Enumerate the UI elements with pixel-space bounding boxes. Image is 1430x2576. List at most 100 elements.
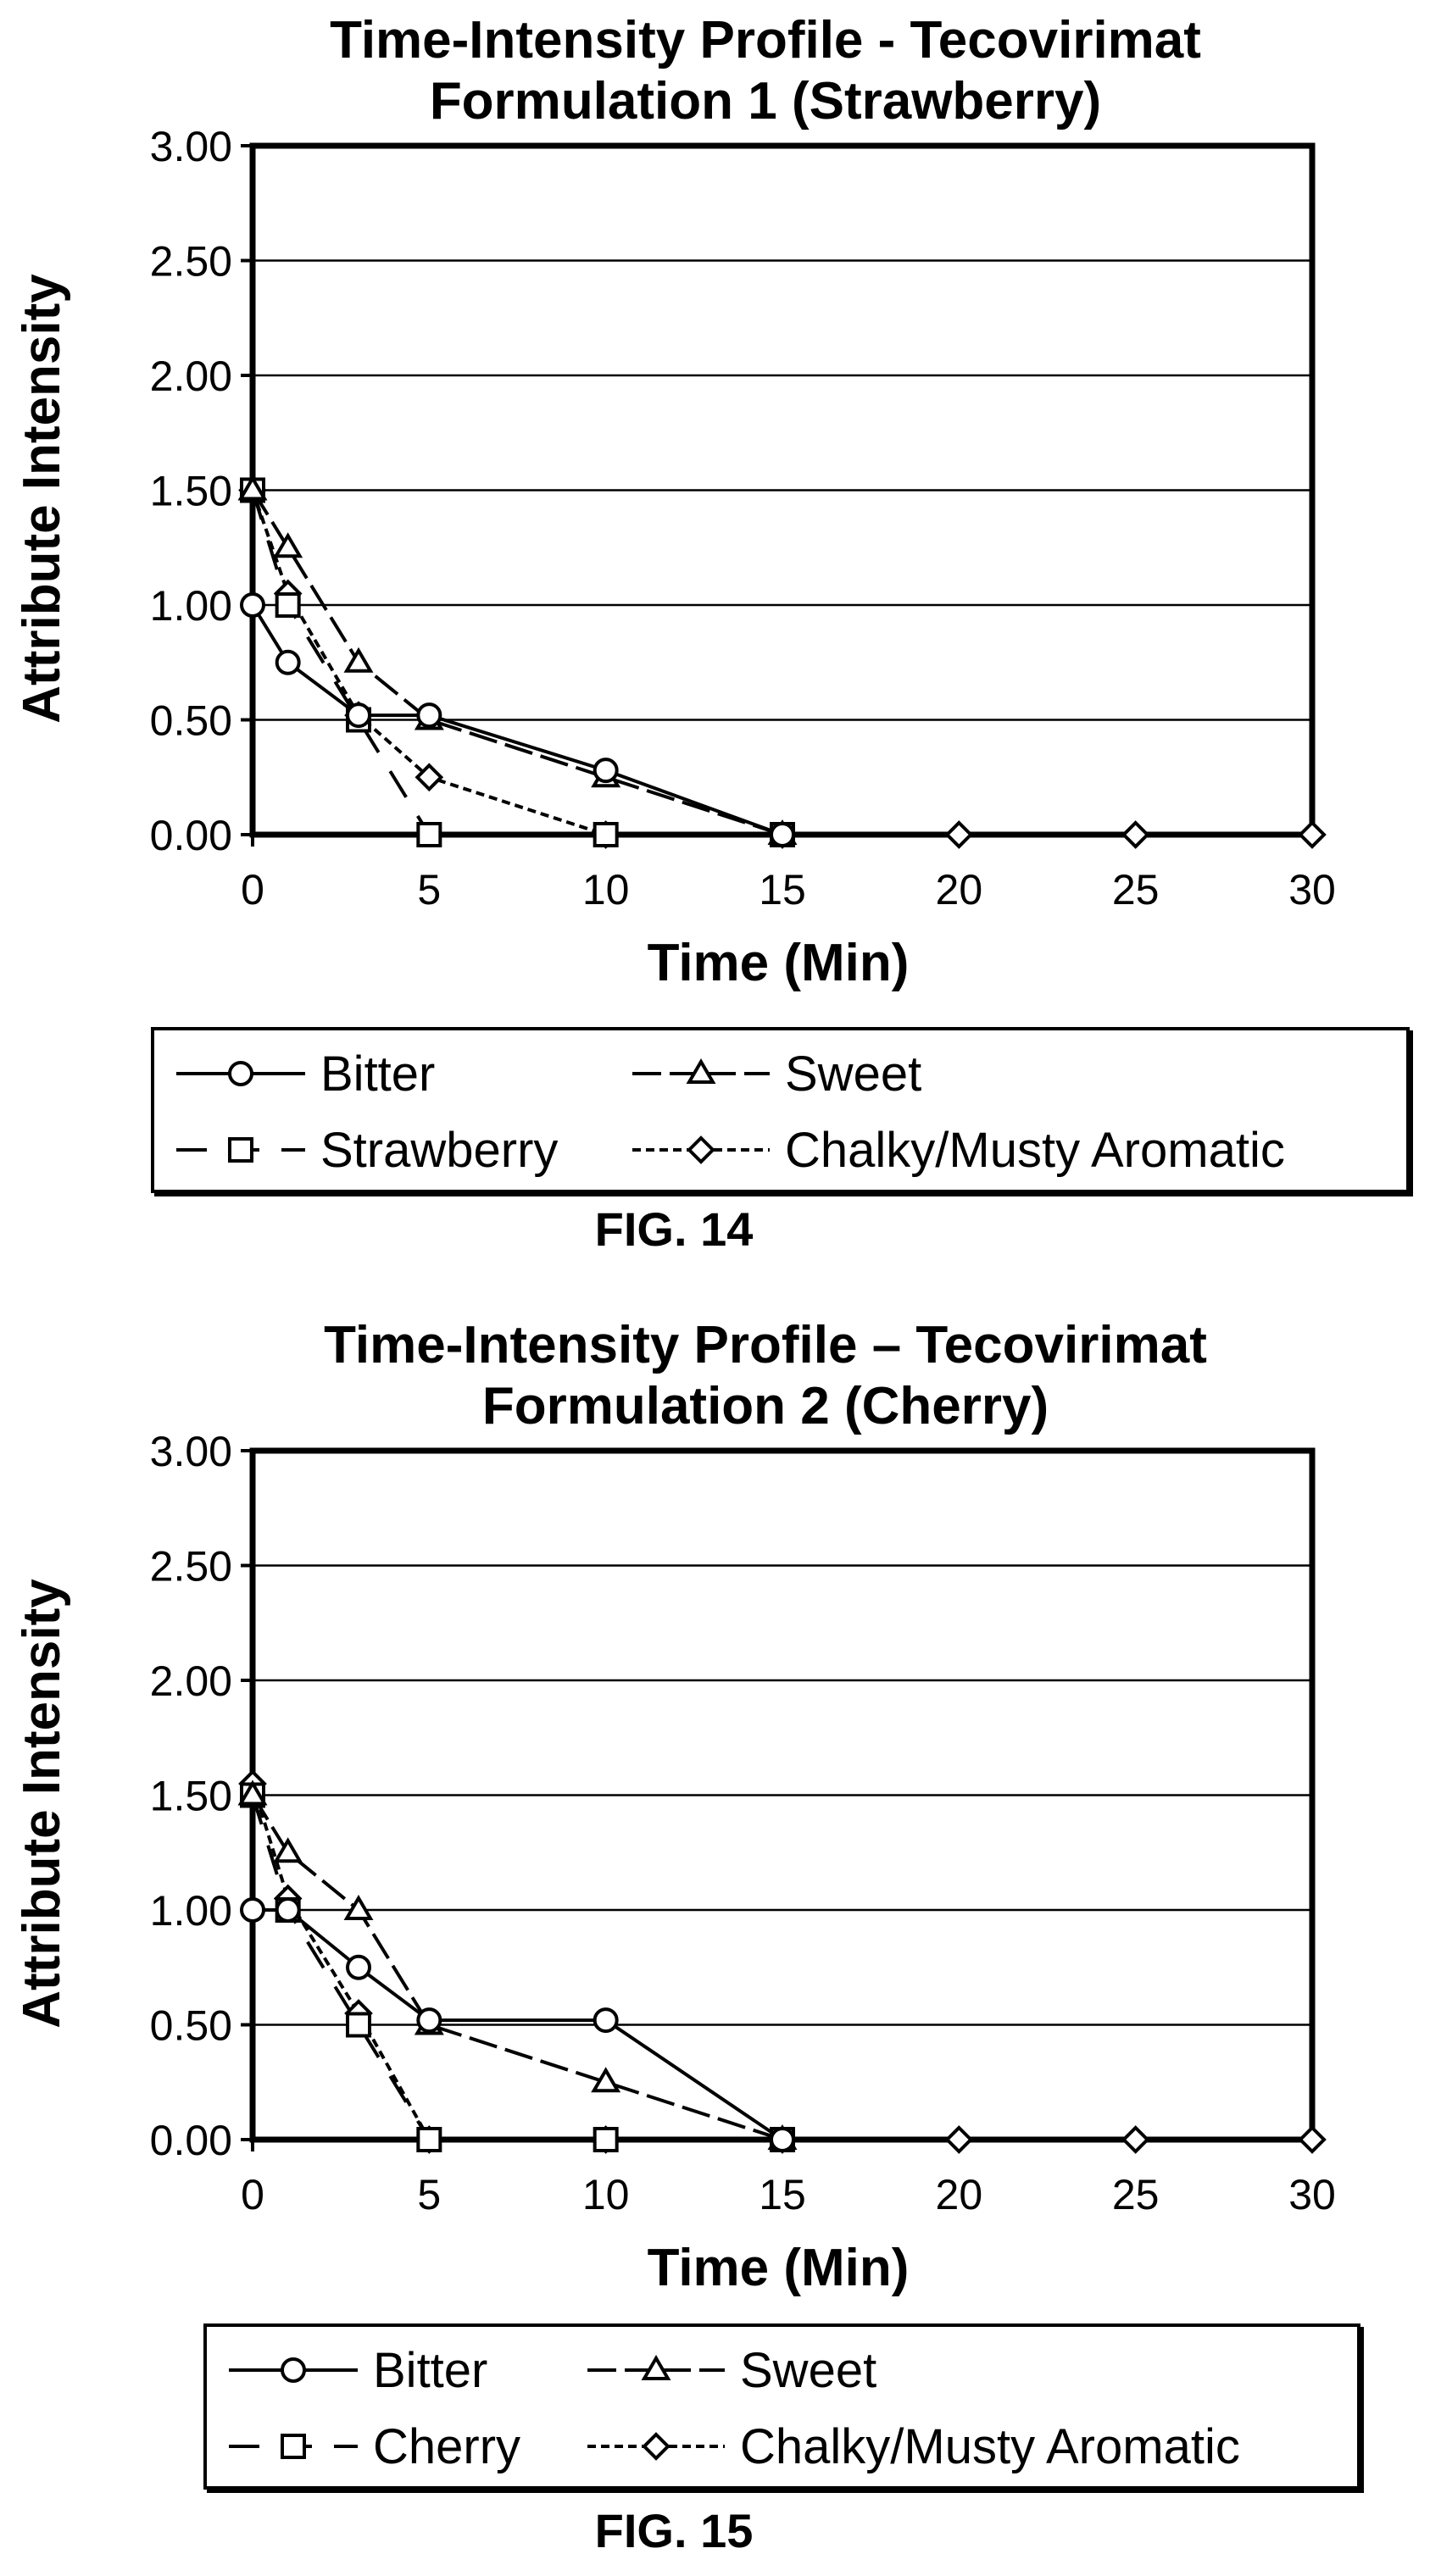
series-line-diamond xyxy=(251,1783,1312,2141)
y-tick-label: 0.00 xyxy=(150,812,232,859)
chart-fig-14: Time-Intensity Profile - TecovirimatForm… xyxy=(13,11,1336,992)
data-point-circle xyxy=(240,1897,265,1923)
legend-swatch-circle xyxy=(176,1061,305,1086)
data-point-circle xyxy=(770,2127,795,2152)
data-point-circle xyxy=(593,2007,619,2034)
series-line-diamond xyxy=(251,489,1312,836)
data-point-diamond xyxy=(1121,820,1150,849)
y-tick-label: 2.00 xyxy=(150,353,232,400)
x-tick-label: 0 xyxy=(241,866,264,913)
y-tick-label: 1.50 xyxy=(150,1773,232,1820)
y-tick-label: 1.00 xyxy=(150,1887,232,1935)
x-axis-label: Time (Min) xyxy=(648,934,910,992)
legend-label: Cherry xyxy=(373,2418,521,2474)
y-tick-label: 0.50 xyxy=(150,697,232,745)
data-point-circle xyxy=(593,758,619,784)
x-tick-label: 15 xyxy=(759,2171,806,2218)
legend-swatch-square xyxy=(229,2434,358,2459)
legend-label: Sweet xyxy=(785,1046,922,1102)
y-tick-label: 0.00 xyxy=(150,2117,232,2164)
data-point-square xyxy=(416,822,442,847)
x-tick-label: 25 xyxy=(1112,2171,1160,2218)
legend-label: Chalky/Musty Aromatic xyxy=(740,2418,1240,2474)
data-point-diamond xyxy=(1298,2125,1327,2154)
x-tick-label: 10 xyxy=(582,866,630,913)
data-point-diamond xyxy=(1121,2125,1150,2154)
chart-legend: Bitter Sweet Strawberry Chalky/Musty Aro… xyxy=(151,1027,1410,1193)
legend-entry-strawberry: Strawberry xyxy=(173,1120,558,1180)
data-point-diamond xyxy=(944,820,974,849)
legend-entry-chalky-musty-aromatic: Chalky/Musty Aromatic xyxy=(629,1120,1285,1180)
data-point-diamond xyxy=(944,2125,974,2154)
y-tick-label: 2.50 xyxy=(150,238,232,286)
legend-swatch-circle xyxy=(229,2357,358,2383)
series-line-square xyxy=(251,1794,782,2141)
legend-swatch-diamond xyxy=(632,1135,770,1164)
chart-panel-fig-14: Time-Intensity Profile - Tecovirimat Form… xyxy=(0,0,1430,1271)
x-axis-label: Time (Min) xyxy=(648,2239,910,2297)
legend-swatch-diamond xyxy=(587,2432,725,2461)
legend-entry-bitter: Bitter xyxy=(173,1044,435,1103)
x-tick-label: 5 xyxy=(417,2171,441,2218)
data-point-triangle xyxy=(237,1779,268,1806)
y-tick-label: 2.00 xyxy=(150,1657,232,1705)
data-point-circle xyxy=(416,702,442,729)
data-point-triangle xyxy=(591,2067,621,2093)
figure-label: FIG. 15 xyxy=(594,2504,754,2557)
legend-entry-sweet: Sweet xyxy=(629,1044,921,1103)
x-tick-label: 30 xyxy=(1288,866,1336,913)
data-point-diamond xyxy=(415,763,444,792)
series-line-triangle xyxy=(251,489,783,836)
y-tick-label: 3.00 xyxy=(150,1428,232,1475)
data-point-triangle xyxy=(273,1837,303,1863)
chart-legend: Bitter Sweet Cherry Chalky/Musty Aromati… xyxy=(203,2323,1360,2490)
data-point-circle xyxy=(346,1954,371,1980)
legend-entry-sweet: Sweet xyxy=(584,2340,876,2400)
x-tick-label: 10 xyxy=(582,2171,630,2218)
series-line-square xyxy=(251,489,782,836)
y-tick-label: 3.00 xyxy=(150,123,232,170)
data-point-circle xyxy=(346,702,371,729)
legend-label: Bitter xyxy=(320,1046,436,1102)
x-tick-label: 20 xyxy=(936,2171,983,2218)
data-point-triangle xyxy=(273,532,303,558)
y-axis-label: Attribute Intensity xyxy=(13,274,71,724)
data-point-square xyxy=(593,822,619,847)
legend-entry-cherry: Cherry xyxy=(225,2417,520,2476)
x-tick-label: 5 xyxy=(417,866,441,913)
y-tick-label: 0.50 xyxy=(150,2002,232,2050)
chart-title-line: Formulation 2 (Cherry) xyxy=(482,1377,1049,1435)
data-point-square xyxy=(346,2012,371,2038)
y-tick-label: 1.00 xyxy=(150,582,232,630)
data-point-circle xyxy=(275,649,301,675)
chart-title-line: Time-Intensity Profile – Tecovirimat xyxy=(324,1316,1207,1374)
data-point-circle xyxy=(275,1897,301,1923)
chart-title-line: Time-Intensity Profile - Tecovirimat xyxy=(330,11,1201,69)
legend-swatch-triangle xyxy=(587,2355,725,2380)
legend-label: Chalky/Musty Aromatic xyxy=(785,1122,1285,1178)
data-point-diamond xyxy=(1298,820,1327,849)
data-point-circle xyxy=(416,2007,442,2034)
chart-panel-fig-15: Time-Intensity Profile – Tecovirimat Form… xyxy=(0,1305,1430,2576)
x-tick-label: 20 xyxy=(936,866,983,913)
data-point-square xyxy=(593,2127,619,2152)
data-point-circle xyxy=(770,822,795,847)
legend-entry-bitter: Bitter xyxy=(225,2340,487,2400)
chart-fig-15: Time-Intensity Profile – TecovirimatForm… xyxy=(13,1316,1336,2297)
legend-label: Strawberry xyxy=(320,1122,559,1178)
legend-label: Bitter xyxy=(373,2342,488,2398)
legend-entry-chalky-musty-aromatic: Chalky/Musty Aromatic xyxy=(584,2417,1240,2476)
data-point-square xyxy=(275,592,301,618)
y-tick-label: 1.50 xyxy=(150,468,232,515)
legend-swatch-triangle xyxy=(632,1058,770,1084)
legend-swatch-square xyxy=(176,1137,305,1163)
series-line-triangle xyxy=(251,1794,783,2141)
legend-label: Sweet xyxy=(740,2342,877,2398)
x-tick-label: 30 xyxy=(1288,2171,1336,2218)
x-tick-label: 25 xyxy=(1112,866,1160,913)
y-tick-label: 2.50 xyxy=(150,1543,232,1591)
figure-label: FIG. 14 xyxy=(594,1202,754,1256)
data-point-triangle xyxy=(343,1895,374,1920)
x-tick-label: 15 xyxy=(759,866,806,913)
x-tick-label: 0 xyxy=(241,2171,264,2218)
